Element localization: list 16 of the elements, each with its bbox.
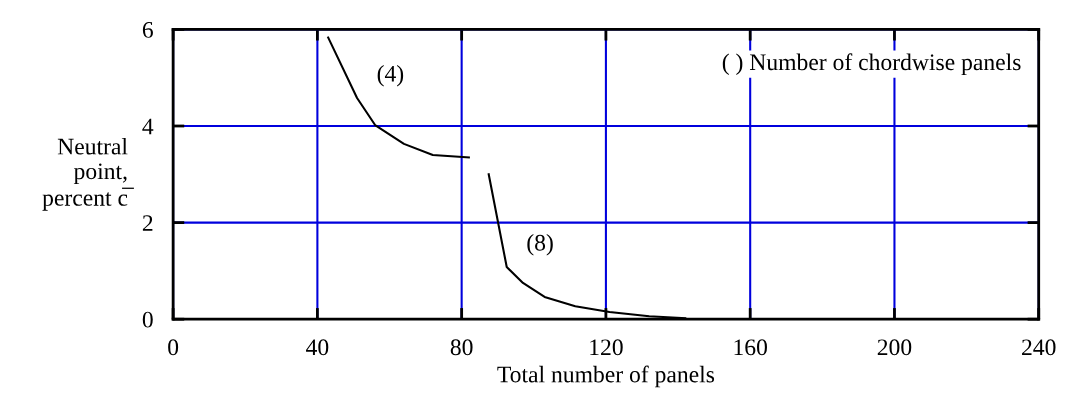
- y-tick-label: 2: [142, 215, 153, 231]
- annotation: ( ) Number of chordwise panels: [722, 53, 1021, 75]
- series-label: (4): [377, 65, 404, 87]
- series-label: (8): [527, 234, 553, 256]
- x-tick-label: 240: [1022, 339, 1056, 356]
- x-tick-label: 120: [590, 339, 623, 356]
- x-tick-label: 160: [734, 339, 767, 356]
- x-tick-label: 40: [306, 339, 329, 356]
- y-axis-title: Neutral point, percent c̅: [42, 137, 134, 211]
- x-tick-label: 80: [450, 339, 473, 356]
- y-tick-label: 4: [142, 118, 154, 135]
- y-tick-label: 6: [142, 21, 153, 38]
- y-tick-label: 0: [142, 311, 153, 328]
- x-axis-title: Total number of panels: [497, 365, 715, 388]
- x-tick-label: 200: [877, 339, 912, 356]
- x-tick-label: 0: [168, 339, 179, 356]
